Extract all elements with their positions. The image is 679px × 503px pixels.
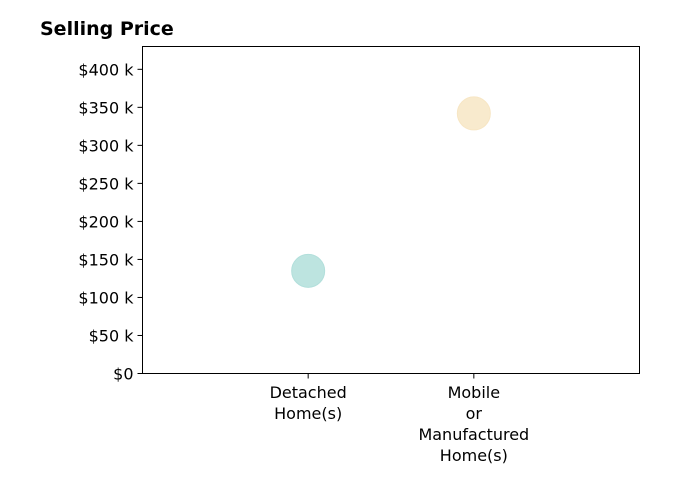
y-tick-label: $250 k [78, 174, 134, 193]
y-tick-label: $200 k [78, 212, 134, 231]
data-points [291, 96, 491, 288]
x-tick-label: Detached Home(s) [270, 383, 347, 423]
y-tick-label: $150 k [78, 250, 134, 269]
chart-title: Selling Price [40, 18, 174, 40]
x-axis: Detached Home(s) Mobile or Manufactured Home(… [270, 373, 529, 465]
plot-area-frame [142, 46, 640, 374]
x-tick-label: Mobile or Manufactured Home(s) [418, 383, 529, 465]
y-axis: $0 $50 k $100 k $150 k $200 k $250 k $300 k $35… [78, 60, 143, 384]
y-tick-label: $350 k [78, 98, 134, 117]
y-tick-label: $100 k [78, 288, 134, 307]
y-tick-label: $0 [113, 365, 133, 384]
data-point [291, 253, 326, 288]
data-point [456, 96, 491, 131]
y-tick-label: $400 k [78, 60, 134, 79]
y-tick-label: $300 k [78, 136, 134, 155]
y-tick-label: $50 k [89, 326, 135, 345]
